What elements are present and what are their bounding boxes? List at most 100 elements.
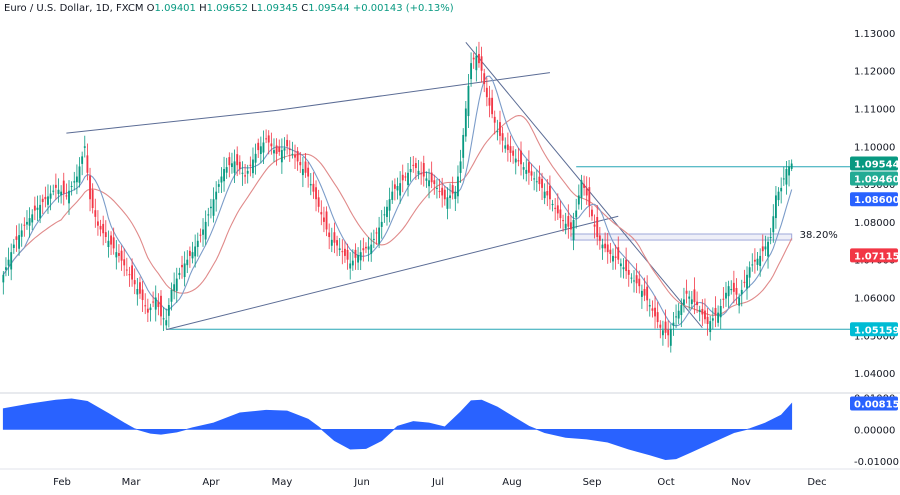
candle-body xyxy=(525,169,528,174)
candle-body xyxy=(380,221,383,227)
candle-body xyxy=(680,305,683,316)
candle-body xyxy=(633,280,635,282)
candle-body xyxy=(307,167,310,177)
candle-body xyxy=(512,150,515,156)
candle-body xyxy=(351,260,354,266)
candle-body xyxy=(273,150,275,154)
candle-body xyxy=(698,309,701,312)
candle-body xyxy=(409,168,412,173)
candle-body xyxy=(359,252,362,261)
candle-body xyxy=(562,220,564,222)
candle-body xyxy=(186,259,189,266)
candle-body xyxy=(396,185,399,191)
time-axis-tick: Jul xyxy=(431,477,444,488)
candle-body xyxy=(18,235,21,249)
candle-body xyxy=(162,318,165,320)
candle-body xyxy=(275,145,278,154)
candle-body xyxy=(580,180,583,198)
candle-body xyxy=(110,235,112,245)
candles-layer[interactable] xyxy=(2,41,793,353)
candle-body xyxy=(604,243,607,249)
candle-body xyxy=(756,258,759,265)
candle-body xyxy=(420,173,423,175)
candle-body xyxy=(570,222,572,230)
oscillator-axis-tick: 0.00000 xyxy=(854,425,895,436)
price-badge-bg xyxy=(850,156,898,171)
candle-body xyxy=(225,167,228,173)
candle-body xyxy=(443,189,446,200)
candle-body xyxy=(517,160,520,162)
candle-body xyxy=(296,150,299,162)
candle-body xyxy=(614,256,617,258)
candle-body xyxy=(249,164,252,166)
candle-body xyxy=(506,144,509,151)
candle-body xyxy=(65,195,68,197)
candle-body xyxy=(675,316,677,318)
trendlines-layer xyxy=(66,42,703,331)
candle-body xyxy=(183,263,186,278)
candle-body xyxy=(7,259,10,266)
candle-body xyxy=(564,223,567,229)
time-axis-tick: Oct xyxy=(657,477,674,488)
candle-body xyxy=(559,209,562,219)
candle-body xyxy=(344,248,346,256)
candle-body xyxy=(288,148,291,151)
candle-body xyxy=(688,296,691,299)
candle-body xyxy=(228,157,231,166)
candle-body xyxy=(543,191,546,199)
candle-body xyxy=(123,259,126,266)
candle-body xyxy=(204,221,207,240)
candle-body xyxy=(165,320,168,326)
candle-body xyxy=(407,172,409,186)
price-badge-bg xyxy=(850,192,898,207)
candle-body xyxy=(270,143,273,147)
horizontal-lines-layer xyxy=(166,166,850,330)
candle-body xyxy=(753,259,756,262)
candle-body xyxy=(157,301,160,307)
candle-body xyxy=(743,281,746,283)
candle-body xyxy=(401,174,404,181)
candle-body xyxy=(294,154,296,158)
candle-body xyxy=(383,214,386,216)
candle-body xyxy=(520,150,522,165)
candle-body xyxy=(533,178,536,180)
candle-body xyxy=(504,145,507,149)
time-axis-tick: Nov xyxy=(731,477,751,488)
candle-body xyxy=(223,168,225,182)
candle-body xyxy=(625,259,628,272)
candle-body xyxy=(585,188,588,196)
candle-body xyxy=(640,290,643,297)
candle-body xyxy=(706,316,709,324)
candle-body xyxy=(341,251,344,253)
candle-body xyxy=(181,264,183,268)
candle-body xyxy=(617,247,620,260)
candle-body xyxy=(209,206,212,209)
candle-body xyxy=(527,162,530,173)
oscillator-value-badge: 0.00815 xyxy=(854,399,900,410)
candle-body xyxy=(556,205,559,214)
candle-body xyxy=(388,199,391,211)
candle-body xyxy=(654,307,656,317)
candle-body xyxy=(362,248,365,251)
candle-body xyxy=(470,63,473,80)
candle-body xyxy=(530,171,533,176)
candle-body xyxy=(175,278,178,291)
candle-body xyxy=(280,150,283,163)
fib-box-layer: 38.20% xyxy=(570,230,838,241)
candle-body xyxy=(619,263,622,267)
candle-body xyxy=(677,310,680,319)
candle-body xyxy=(47,196,49,205)
candle-body xyxy=(207,214,210,216)
candle-body xyxy=(236,154,239,166)
candle-body xyxy=(257,142,260,151)
candle-body xyxy=(767,241,769,257)
candle-body xyxy=(178,272,181,276)
candle-body xyxy=(548,185,551,200)
candle-body xyxy=(54,184,57,188)
candle-body xyxy=(107,240,110,248)
candle-body xyxy=(627,269,630,275)
candle-body xyxy=(252,159,254,174)
candle-body xyxy=(112,237,115,249)
close-label: C xyxy=(301,3,309,14)
